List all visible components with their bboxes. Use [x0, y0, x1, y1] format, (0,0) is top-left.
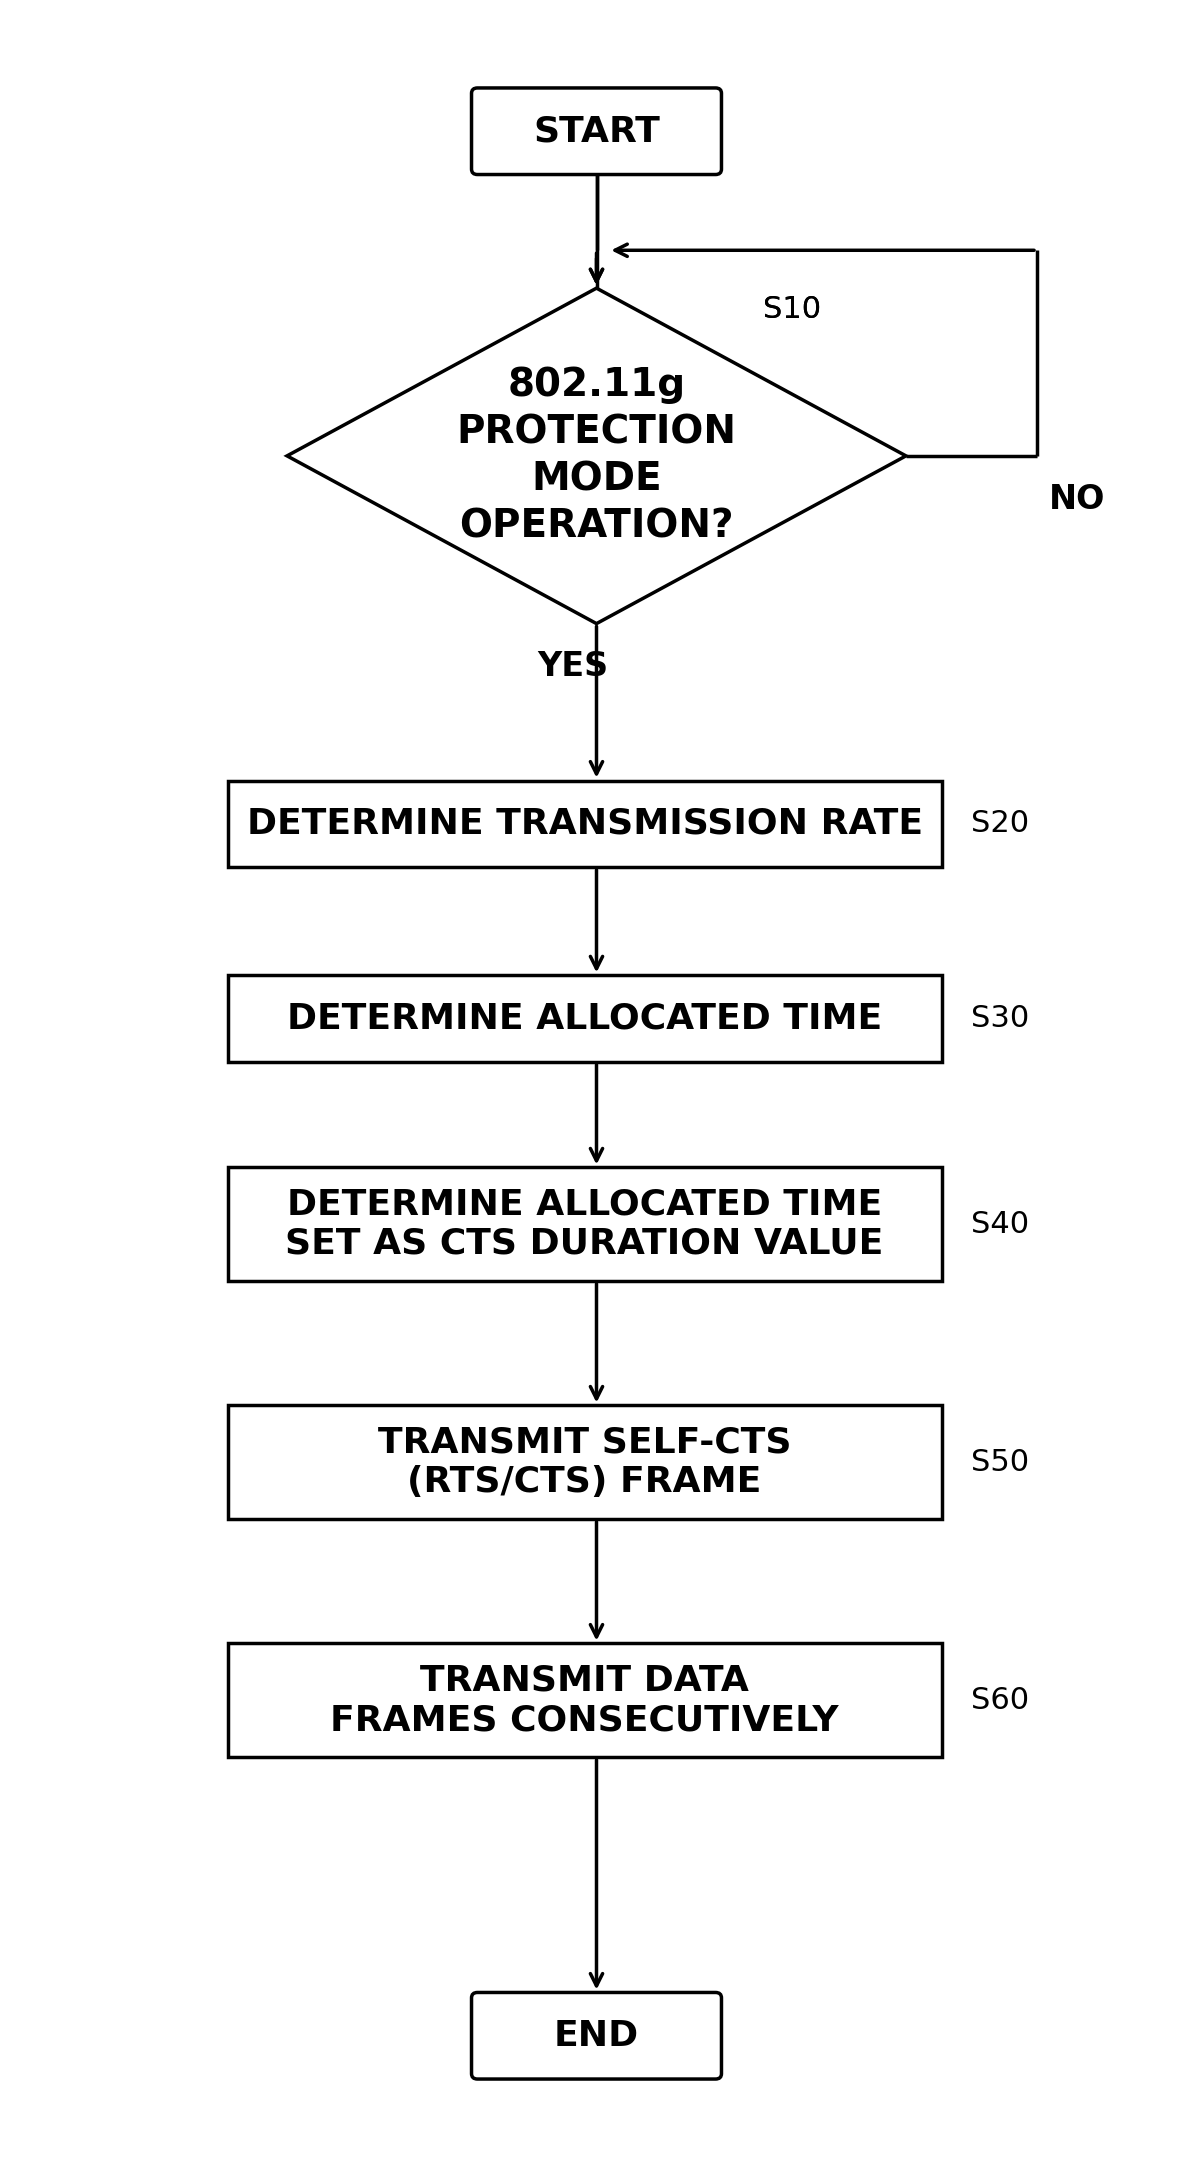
Text: S10: S10 — [764, 295, 821, 325]
Text: S10: S10 — [764, 295, 821, 325]
Text: S50: S50 — [971, 1448, 1030, 1476]
Text: DETERMINE ALLOCATED TIME
SET AS CTS DURATION VALUE: DETERMINE ALLOCATED TIME SET AS CTS DURA… — [285, 1188, 884, 1261]
Bar — [228, 780, 941, 867]
Text: 802.11g
PROTECTION
MODE
OPERATION?: 802.11g PROTECTION MODE OPERATION? — [457, 366, 736, 546]
Text: TRANSMIT SELF-CTS
(RTS/CTS) FRAME: TRANSMIT SELF-CTS (RTS/CTS) FRAME — [378, 1426, 791, 1500]
Text: YES: YES — [537, 650, 608, 683]
Text: START: START — [533, 115, 660, 147]
Text: S30: S30 — [971, 1003, 1030, 1034]
FancyBboxPatch shape — [471, 89, 722, 176]
Text: TRANSMIT DATA
FRAMES CONSECUTIVELY: TRANSMIT DATA FRAMES CONSECUTIVELY — [330, 1664, 839, 1738]
Text: S40: S40 — [971, 1209, 1030, 1240]
Bar — [228, 1406, 941, 1519]
Text: DETERMINE TRANSMISSION RATE: DETERMINE TRANSMISSION RATE — [247, 806, 922, 841]
Bar — [228, 975, 941, 1062]
Bar — [228, 1643, 941, 1757]
Text: S60: S60 — [971, 1686, 1030, 1714]
Polygon shape — [288, 288, 905, 624]
Text: DETERMINE ALLOCATED TIME: DETERMINE ALLOCATED TIME — [288, 1001, 882, 1036]
Text: S20: S20 — [971, 808, 1030, 839]
Bar — [228, 1168, 941, 1281]
Text: END: END — [554, 2020, 639, 2052]
Text: NO: NO — [1049, 483, 1105, 516]
FancyBboxPatch shape — [471, 1991, 722, 2078]
